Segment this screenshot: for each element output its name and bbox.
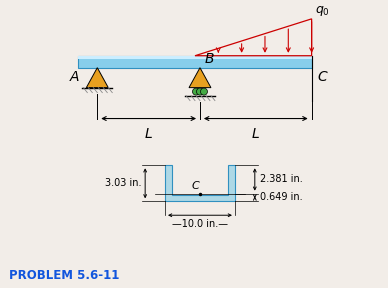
Text: 0.649 in.: 0.649 in. xyxy=(260,192,302,202)
Circle shape xyxy=(192,88,199,95)
Text: L: L xyxy=(145,126,152,141)
Circle shape xyxy=(201,88,208,95)
Polygon shape xyxy=(165,165,235,201)
Polygon shape xyxy=(189,68,211,88)
Bar xyxy=(78,56,312,59)
Text: 3.03 in.: 3.03 in. xyxy=(105,178,141,188)
Text: B: B xyxy=(205,52,215,66)
Text: —10.0 in.—: —10.0 in.— xyxy=(172,219,228,229)
Polygon shape xyxy=(87,68,108,88)
Text: PROBLEM 5.6-11: PROBLEM 5.6-11 xyxy=(9,269,119,282)
Text: $q_0$: $q_0$ xyxy=(315,4,329,18)
Bar xyxy=(78,56,312,68)
Circle shape xyxy=(196,88,203,95)
Text: C: C xyxy=(318,70,327,84)
Text: 2.381 in.: 2.381 in. xyxy=(260,175,303,185)
Text: C: C xyxy=(191,181,199,191)
Text: A: A xyxy=(70,70,80,84)
Text: L: L xyxy=(252,126,260,141)
